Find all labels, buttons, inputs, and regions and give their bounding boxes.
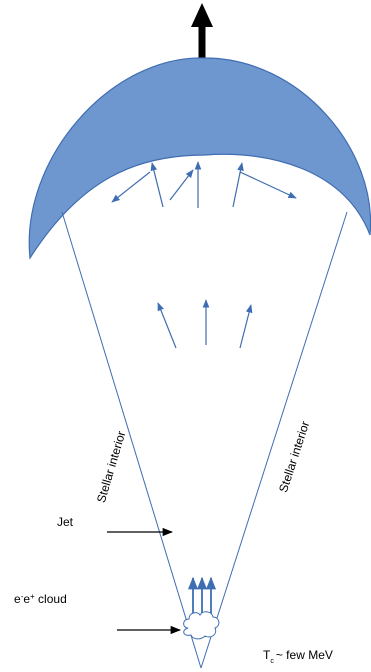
flow-arrow — [157, 302, 177, 349]
flow-arrow — [111, 171, 151, 203]
cone-right-edge — [200, 211, 348, 669]
shell-flow-arrows — [111, 161, 297, 208]
flow-arrow — [239, 171, 297, 199]
breakout-direction-arrow — [191, 3, 213, 60]
jet-label: Jet — [57, 515, 74, 529]
flow-arrow — [150, 162, 164, 208]
flow-arrow — [232, 162, 244, 208]
pair-cloud-label: e-e+ cloud — [14, 592, 67, 606]
crescent-shell — [28, 57, 371, 260]
flow-arrow — [169, 169, 194, 201]
pair-cloud-shape — [183, 611, 220, 640]
flow-arrow — [239, 304, 253, 349]
temperature-label: Tc ~ few MeV — [263, 648, 333, 665]
stellar-interior-left-label: Stellar interior — [94, 429, 128, 504]
cone-left-edge — [61, 211, 202, 669]
cone-flow-arrows — [157, 299, 253, 349]
stellar-interior-right-label: Stellar interior — [276, 419, 312, 494]
